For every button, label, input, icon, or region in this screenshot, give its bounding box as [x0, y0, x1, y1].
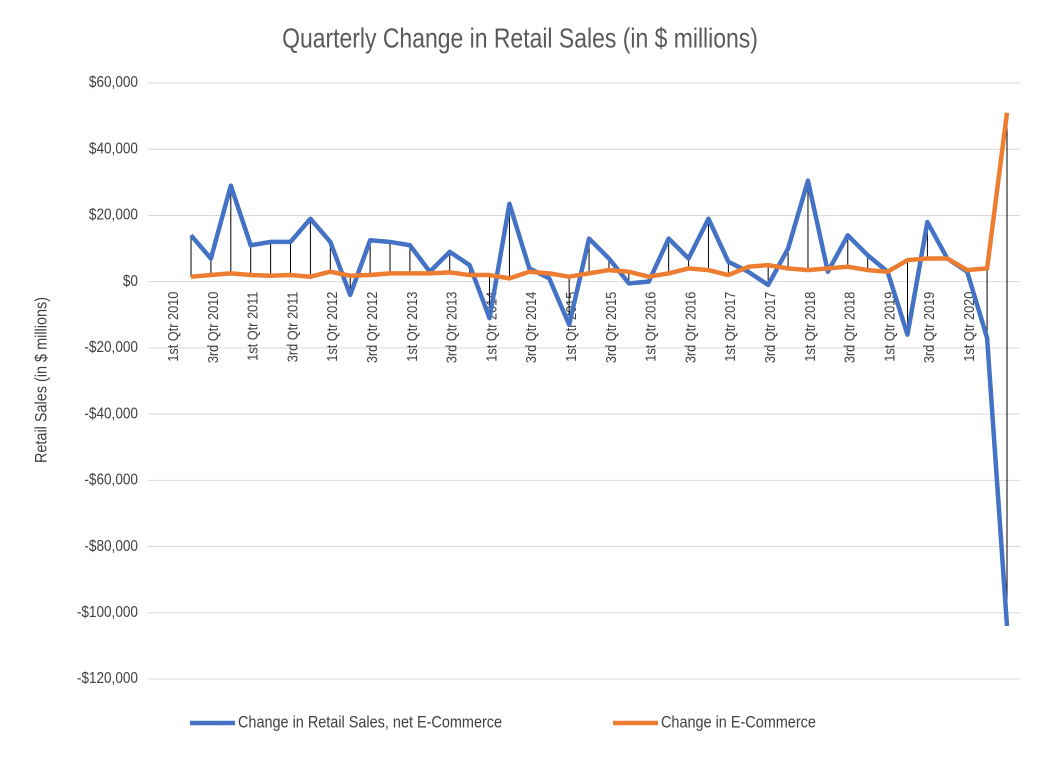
y-tick-label: $20,000	[89, 207, 138, 224]
x-tick-label: 3rd Qtr 2011	[283, 291, 300, 362]
y-tick-label: -$120,000	[77, 670, 138, 687]
y-tick-label: -$40,000	[84, 405, 138, 422]
chart-title: Quarterly Change in Retail Sales (in $ m…	[282, 23, 758, 54]
y-tick-label: $0	[123, 273, 138, 290]
x-tick-label: 3rd Qtr 2017	[761, 291, 778, 363]
y-tick-label: -$60,000	[84, 472, 138, 489]
x-tick-label: 1st Qtr 2016	[642, 291, 659, 361]
x-tick-label: 1st Qtr 2020	[960, 291, 977, 361]
series-line	[189, 178, 1010, 627]
x-tick-label: 1st Qtr 2013	[403, 291, 420, 361]
y-tick-label: -$80,000	[84, 538, 138, 555]
y-axis-title: Retail Sales (in $ millions)	[32, 297, 50, 463]
x-tick-label: 3rd Qtr 2015	[602, 291, 619, 363]
x-tick-label: 1st Qtr 2010	[164, 291, 181, 361]
y-tick-label: $60,000	[89, 74, 138, 91]
x-tick-label: 3rd Qtr 2013	[443, 291, 460, 363]
x-tick-label: 1st Qtr 2011	[244, 291, 261, 360]
x-tick-label: 1st Qtr 2018	[801, 291, 818, 361]
y-tick-label: $40,000	[89, 141, 138, 158]
x-tick-label: 3rd Qtr 2012	[363, 291, 380, 363]
x-tick-label: 3rd Qtr 2019	[920, 291, 937, 363]
y-tick-label: -$100,000	[77, 604, 138, 621]
x-tick-label: 1st Qtr 2012	[323, 291, 340, 361]
x-tick-label: 3rd Qtr 2018	[841, 291, 858, 363]
y-tick-label: -$20,000	[84, 339, 138, 356]
legend-label: Change in E-Commerce	[661, 713, 816, 731]
series-line	[190, 112, 1010, 281]
x-tick-label: 3rd Qtr 2014	[522, 291, 539, 363]
x-tick-label: 1st Qtr 2019	[880, 291, 897, 361]
legend-label: Change in Retail Sales, net E-Commerce	[238, 713, 502, 731]
x-tick-label: 1st Qtr 2017	[721, 291, 738, 361]
x-tick-label: 3rd Qtr 2016	[681, 291, 698, 363]
x-tick-label: 3rd Qtr 2010	[204, 291, 221, 363]
